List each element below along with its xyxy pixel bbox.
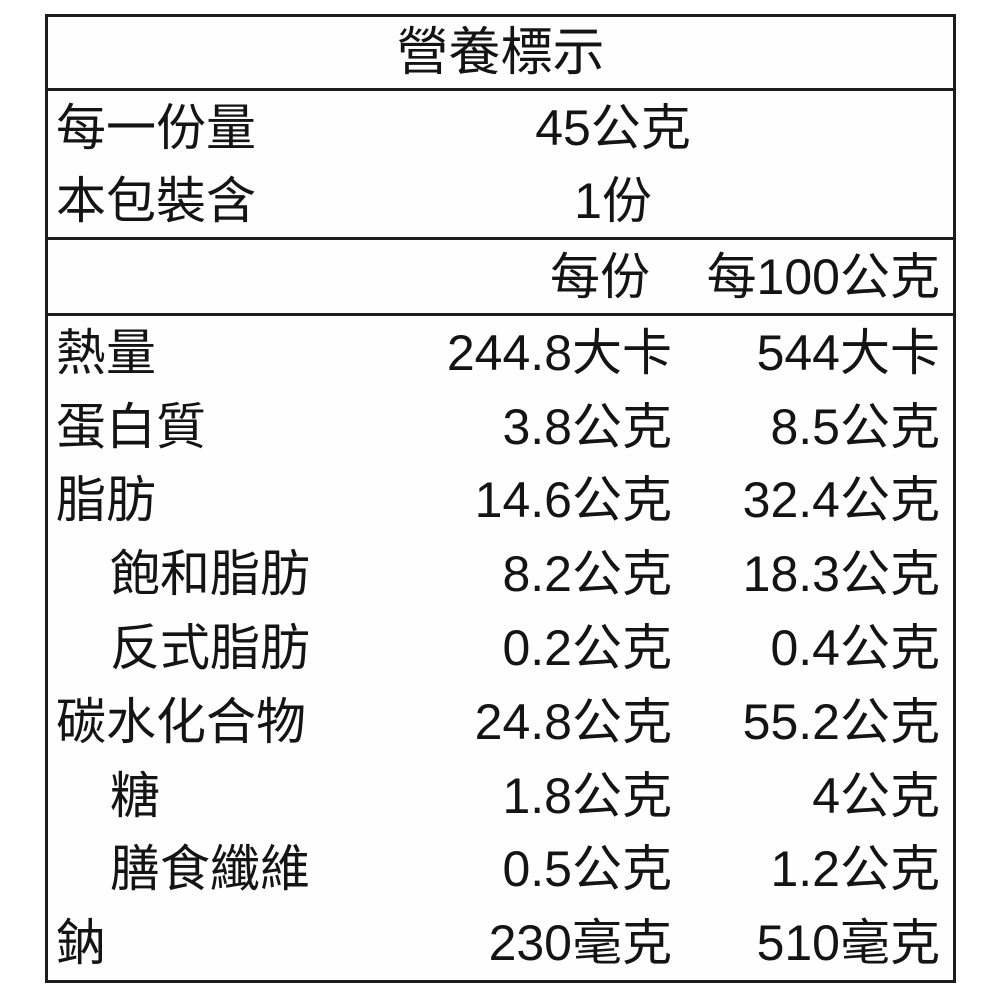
nutrient-row-trans-fat: 反式脂肪 0.2公克 0.4公克 — [48, 611, 953, 685]
column-header-per-serving: 每份 — [550, 248, 650, 305]
nutrient-name: 熱量 — [56, 324, 156, 381]
nutrient-name: 蛋白質 — [56, 398, 206, 455]
nutrition-label-title: 營養標示 — [48, 17, 953, 91]
serving-info-section: 每一份量 45公克 本包裝含 1份 — [48, 91, 953, 240]
nutrient-name: 飽和脂肪 — [110, 546, 310, 603]
per-100g-value: 510毫克 — [756, 915, 940, 972]
nutrient-row-saturated-fat: 飽和脂肪 8.2公克 18.3公克 — [48, 537, 953, 611]
serving-size-row: 每一份量 45公克 — [48, 91, 953, 164]
nutrient-name: 碳水化合物 — [56, 693, 306, 750]
nutrient-rows-section: 熱量 244.8大卡 544大卡 蛋白質 3.8公克 8.5公克 脂肪 14.6… — [48, 316, 953, 980]
per-100g-value: 0.4公克 — [770, 620, 940, 677]
nutrient-row-fat: 脂肪 14.6公克 32.4公克 — [48, 464, 953, 538]
nutrient-row-sodium: 鈉 230毫克 510毫克 — [48, 906, 953, 980]
servings-per-package-row: 本包裝含 1份 — [48, 164, 953, 237]
nutrient-name: 鈉 — [56, 915, 106, 972]
per-100g-value: 18.3公克 — [742, 546, 940, 603]
per-100g-value: 1.2公克 — [770, 841, 940, 898]
per-100g-value: 544大卡 — [756, 324, 940, 381]
per-serving-value: 3.8公克 — [502, 398, 672, 455]
per-100g-value: 55.2公克 — [742, 693, 940, 750]
per-100g-value: 32.4公克 — [742, 472, 940, 529]
per-serving-value: 244.8大卡 — [446, 324, 672, 381]
per-serving-value: 0.2公克 — [502, 620, 672, 677]
nutrition-facts-table: 營養標示 每一份量 45公克 本包裝含 1份 每份 每100公克 熱量 244.… — [45, 14, 956, 983]
per-serving-value: 24.8公克 — [474, 693, 672, 750]
nutrient-row-dietary-fiber: 膳食纖維 0.5公克 1.2公克 — [48, 832, 953, 906]
per-serving-value: 14.6公克 — [474, 472, 672, 529]
per-serving-value: 0.5公克 — [502, 841, 672, 898]
per-100g-value: 4公克 — [812, 767, 940, 824]
servings-per-package-value: 1份 — [574, 172, 652, 229]
nutrient-name: 膳食纖維 — [110, 841, 310, 898]
serving-size-value: 45公克 — [535, 99, 691, 156]
per-100g-value: 8.5公克 — [770, 398, 940, 455]
nutrient-row-calories: 熱量 244.8大卡 544大卡 — [48, 316, 953, 390]
per-serving-value: 8.2公克 — [502, 546, 672, 603]
per-serving-value: 1.8公克 — [502, 767, 672, 824]
nutrient-row-protein: 蛋白質 3.8公克 8.5公克 — [48, 390, 953, 464]
nutrient-name: 脂肪 — [56, 472, 156, 529]
column-header-per-100g: 每100公克 — [706, 248, 940, 305]
nutrient-name: 反式脂肪 — [110, 620, 310, 677]
nutrient-row-sugar: 糖 1.8公克 4公克 — [48, 759, 953, 833]
nutrient-row-carbohydrate: 碳水化合物 24.8公克 55.2公克 — [48, 685, 953, 759]
per-serving-value: 230毫克 — [488, 915, 672, 972]
servings-per-package-label: 本包裝含 — [56, 172, 256, 229]
serving-size-label: 每一份量 — [56, 99, 256, 156]
nutrient-name: 糖 — [110, 767, 160, 824]
column-header-row: 每份 每100公克 — [48, 240, 953, 316]
